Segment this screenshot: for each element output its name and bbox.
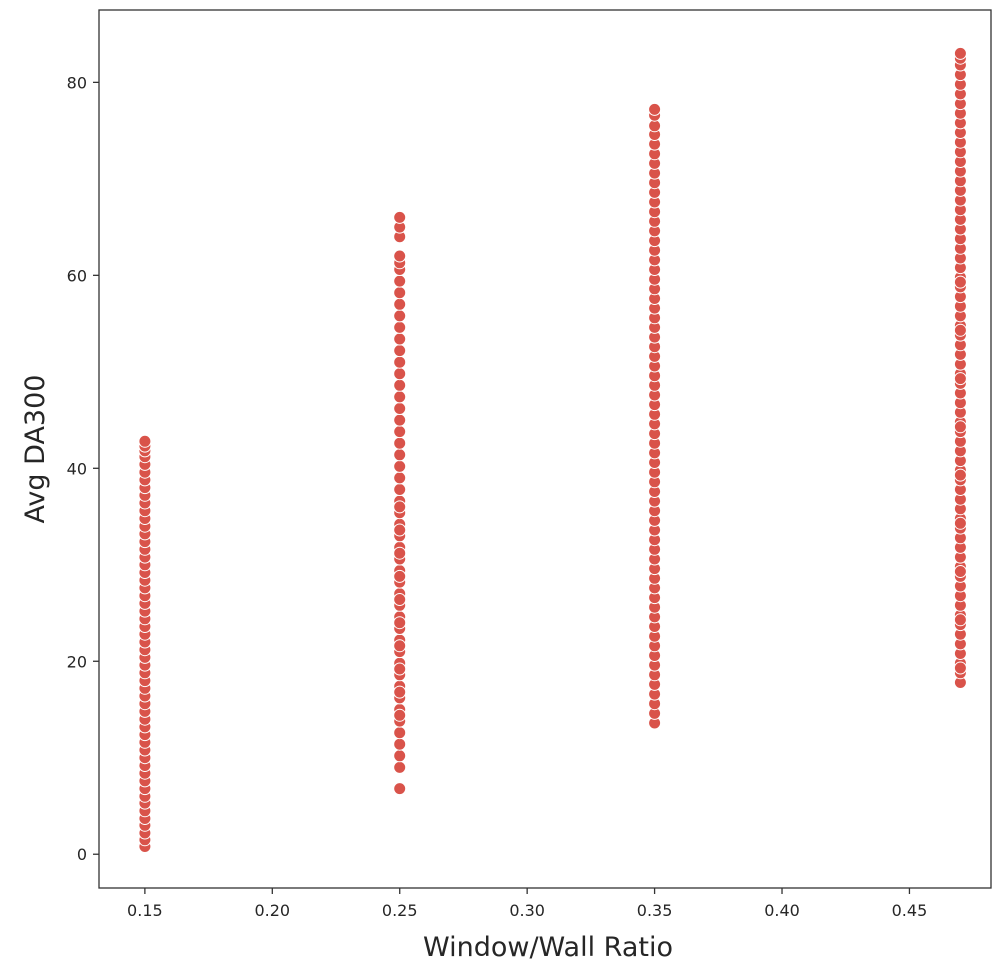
data-point <box>393 413 407 427</box>
data-point <box>393 344 407 358</box>
x-tick-label: 0.25 <box>382 901 418 920</box>
data-point <box>393 593 407 606</box>
data-point <box>393 402 407 415</box>
data-point <box>393 500 407 514</box>
y-tick-label: 80 <box>67 73 87 92</box>
y-tick-label: 40 <box>67 459 87 478</box>
data-point <box>393 210 407 224</box>
x-tick-label: 0.45 <box>892 901 928 920</box>
data-point <box>953 420 967 434</box>
data-point <box>953 46 967 60</box>
data-point <box>393 616 407 630</box>
data-point <box>953 661 967 675</box>
data-point <box>138 434 152 448</box>
data-point <box>953 372 967 386</box>
data-point <box>393 523 407 537</box>
data-point <box>393 286 407 300</box>
data-point <box>393 274 407 288</box>
x-tick-label: 0.35 <box>637 901 673 920</box>
data-point <box>393 569 407 583</box>
data-point <box>953 275 967 289</box>
data-point <box>393 309 407 323</box>
x-tick-label: 0.40 <box>764 901 800 920</box>
data-point <box>393 297 407 311</box>
data-point <box>393 708 407 722</box>
data-point <box>393 685 407 699</box>
x-tick-label: 0.20 <box>254 901 290 920</box>
data-point <box>393 749 407 763</box>
x-tick-label: 0.30 <box>509 901 545 920</box>
data-point <box>393 737 407 751</box>
data-point <box>393 355 407 369</box>
y-axis-ticks: 0 20 40 60 80 <box>67 73 99 864</box>
data-point <box>953 565 967 578</box>
data-point <box>393 448 407 462</box>
data-point <box>393 378 407 392</box>
data-point <box>393 471 407 485</box>
data-point <box>393 483 407 496</box>
x-axis-ticks: 0.15 0.20 0.25 0.30 0.35 0.40 0.45 <box>127 888 927 920</box>
data-point <box>393 320 407 334</box>
data-points <box>138 46 967 853</box>
data-point <box>393 390 407 404</box>
data-point <box>393 436 407 450</box>
data-point <box>953 516 967 530</box>
y-tick-label: 0 <box>77 845 87 864</box>
data-point <box>393 367 407 381</box>
data-point <box>648 102 662 116</box>
data-point <box>393 459 407 473</box>
y-tick-label: 60 <box>67 266 87 285</box>
data-point <box>393 249 407 263</box>
data-point <box>953 613 967 627</box>
x-axis-label: Window/Wall Ratio <box>423 932 673 963</box>
data-point <box>393 425 407 439</box>
data-point <box>393 332 407 346</box>
data-point <box>393 782 407 796</box>
data-point <box>393 546 407 560</box>
data-point <box>393 639 407 653</box>
data-point <box>393 662 407 676</box>
x-tick-label: 0.15 <box>127 901 163 920</box>
y-axis-label: Avg DA300 <box>20 375 51 524</box>
data-point <box>953 323 967 337</box>
plot-frame <box>98 9 992 889</box>
data-point <box>393 760 407 774</box>
data-point <box>393 726 407 740</box>
y-tick-label: 20 <box>67 652 87 671</box>
data-point <box>953 468 967 482</box>
